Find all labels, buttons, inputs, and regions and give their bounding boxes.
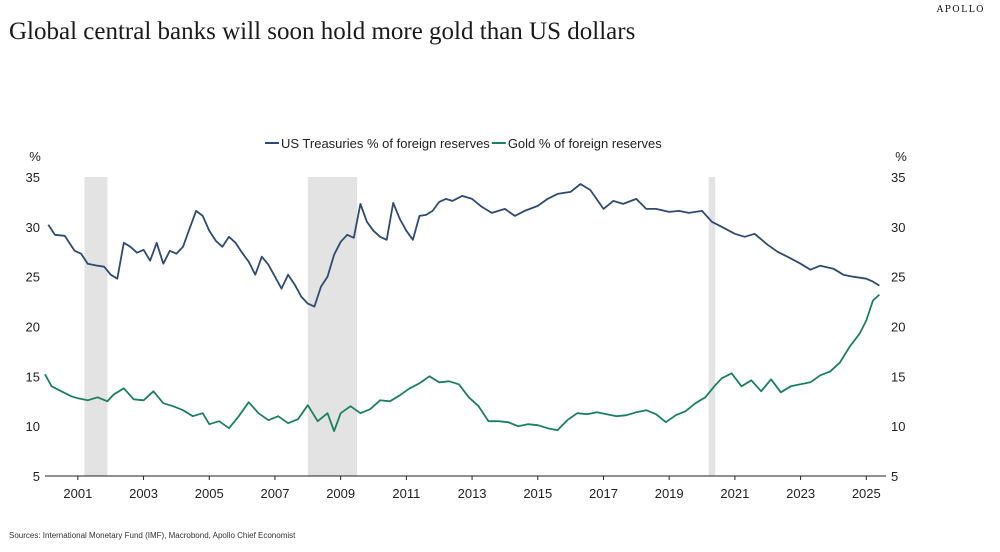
y-tick-label-left-30: 30 <box>26 220 40 235</box>
y-tick-label-right-20: 20 <box>891 320 905 335</box>
x-tick-label-2021: 2021 <box>720 486 749 501</box>
series-line-gold <box>44 293 881 433</box>
source-note: Sources: International Monetary Fund (IM… <box>9 531 296 540</box>
y-tick-label-left-5: 5 <box>33 469 40 484</box>
recession-bands <box>84 177 716 476</box>
y-tick-label-left-20: 20 <box>26 320 40 335</box>
y-tick-label-right-30: 30 <box>891 220 905 235</box>
series-line-treasuries <box>47 183 880 308</box>
x-tick-label-2001: 2001 <box>63 486 92 501</box>
series-lines <box>44 183 881 433</box>
x-tick-label-2019: 2019 <box>655 486 684 501</box>
recession-band-0 <box>84 177 108 476</box>
y-tick-label-left-15: 15 <box>26 369 40 384</box>
y-tick-label-right-15: 15 <box>891 369 905 384</box>
y-tick-label-right-5: 5 <box>891 469 898 484</box>
legend-label-treasuries: US Treasuries % of foreign reserves <box>281 136 490 151</box>
recession-band-1 <box>307 177 358 476</box>
x-tick-label-2005: 2005 <box>195 486 224 501</box>
y-tick-label-left-25: 25 <box>26 270 40 285</box>
y-unit-left: % <box>29 149 41 164</box>
legend-label-gold: Gold % of foreign reserves <box>508 136 662 151</box>
y-unit-right: % <box>895 149 907 164</box>
x-tick-label-2023: 2023 <box>786 486 815 501</box>
axes: 2001 2003 2005 2007 2009 2011 2013 2015 2017 2019… <box>26 149 908 501</box>
x-tick-label-2017: 2017 <box>589 486 618 501</box>
y-tick-label-right-10: 10 <box>891 419 905 434</box>
y-tick-label-left-10: 10 <box>26 419 40 434</box>
x-tick-label-2009: 2009 <box>326 486 355 501</box>
x-tick-label-2007: 2007 <box>261 486 290 501</box>
x-tick-label-2013: 2013 <box>458 486 487 501</box>
x-tick-label-2011: 2011 <box>392 486 420 501</box>
x-tick-label-2003: 2003 <box>129 486 158 501</box>
y-tick-label-right-35: 35 <box>891 170 905 185</box>
y-tick-label-right-25: 25 <box>891 270 905 285</box>
y-tick-label-left-35: 35 <box>26 170 40 185</box>
x-tick-label-2015: 2015 <box>523 486 552 501</box>
legend: US Treasuries % of foreign reserves Gold … <box>265 136 662 151</box>
chart-title: Global central banks will soon hold more… <box>9 18 636 45</box>
brand-logo: APOLLO <box>936 5 985 15</box>
x-tick-label-2025: 2025 <box>852 486 881 501</box>
recession-band-2 <box>708 177 716 476</box>
